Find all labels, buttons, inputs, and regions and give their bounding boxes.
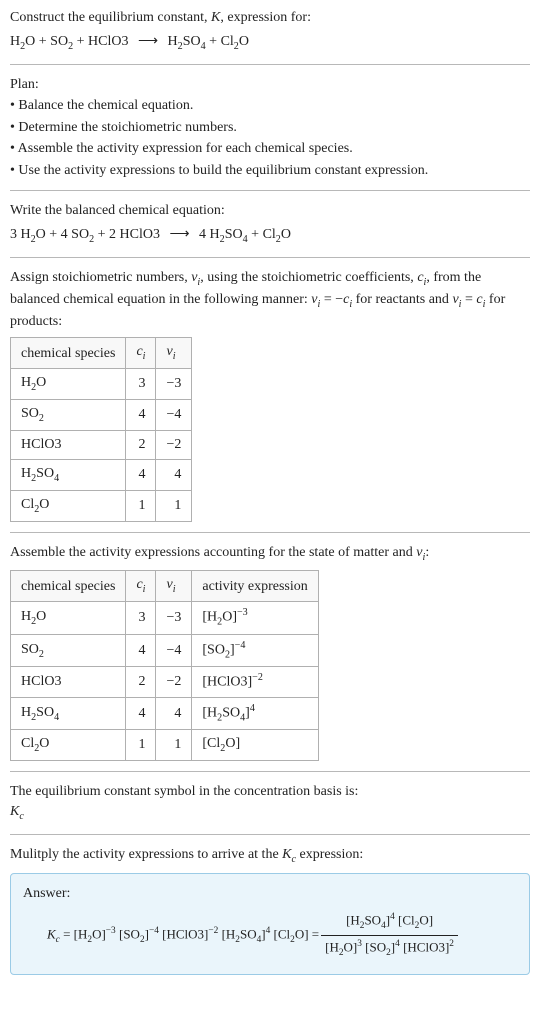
multiply-text: Mulitply the activity expressions to arr…: [10, 845, 530, 867]
answer-box: Answer: Kc = [H2O]−3 [SO2]−4 [HClO3]−2 […: [10, 873, 530, 976]
kc-symbol-section: The equilibrium constant symbol in the c…: [10, 782, 530, 824]
kc-symbol-text: The equilibrium constant symbol in the c…: [10, 782, 530, 802]
plan-item: • Use the activity expressions to build …: [10, 161, 530, 181]
unbalanced-equation: H2O + SO2 + HClO3 ⟶ H2SO4 + Cl2O: [10, 32, 530, 54]
prompt-section: Construct the equilibrium constant, K, e…: [10, 8, 530, 54]
table-row: H2O3−3[H2O]−3: [11, 602, 319, 635]
separator: [10, 64, 530, 65]
table-row: Cl2O11: [11, 490, 192, 521]
answer-label: Answer:: [23, 884, 517, 904]
multiply-section: Mulitply the activity expressions to arr…: [10, 845, 530, 976]
activity-table: chemical speciesciνiactivity expressionH…: [10, 570, 319, 761]
assemble-text: Assemble the activity expressions accoun…: [10, 543, 530, 565]
plan-label: Plan:: [10, 75, 530, 95]
table-row: SO24−4[SO2]−4: [11, 634, 319, 667]
plan-item: • Balance the chemical equation.: [10, 96, 530, 116]
balanced-section: Write the balanced chemical equation: 3 …: [10, 201, 530, 247]
prompt-prefix: Construct the equilibrium constant,: [10, 10, 211, 25]
plan-list: • Balance the chemical equation.• Determ…: [10, 96, 530, 180]
separator: [10, 190, 530, 191]
table-row: HClO32−2[HClO3]−2: [11, 667, 319, 697]
separator: [10, 771, 530, 772]
kc-expression: Kc = [H2O]−3 [SO2]−4 [HClO3]−2 [H2SO4]4 …: [23, 911, 517, 960]
table-row: Cl2O11[Cl2O]: [11, 730, 319, 761]
stoich-text: Assign stoichiometric numbers, νi, using…: [10, 268, 530, 331]
table-row: H2O3−3: [11, 369, 192, 400]
balanced-label: Write the balanced chemical equation:: [10, 201, 530, 221]
table-row: H2SO444: [11, 459, 192, 490]
table-row: H2SO444[H2SO4]4: [11, 697, 319, 730]
separator: [10, 257, 530, 258]
plan-item: • Determine the stoichiometric numbers.: [10, 118, 530, 138]
prompt-suffix: , expression for:: [220, 10, 311, 25]
balanced-equation: 3 H2O + 4 SO2 + 2 HClO3 ⟶ 4 H2SO4 + Cl2O: [10, 225, 530, 247]
plan-section: Plan: • Balance the chemical equation.• …: [10, 75, 530, 181]
kc-symbol: Kc: [10, 802, 530, 824]
activity-section: Assemble the activity expressions accoun…: [10, 543, 530, 762]
separator: [10, 532, 530, 533]
prompt-K: K: [211, 10, 220, 25]
separator: [10, 834, 530, 835]
table-row: HClO32−2: [11, 431, 192, 460]
plan-item: • Assemble the activity expression for e…: [10, 139, 530, 159]
stoich-table: chemical speciesciνiH2O3−3SO24−4HClO32−2…: [10, 337, 192, 521]
table-row: SO24−4: [11, 400, 192, 431]
stoich-section: Assign stoichiometric numbers, νi, using…: [10, 268, 530, 522]
